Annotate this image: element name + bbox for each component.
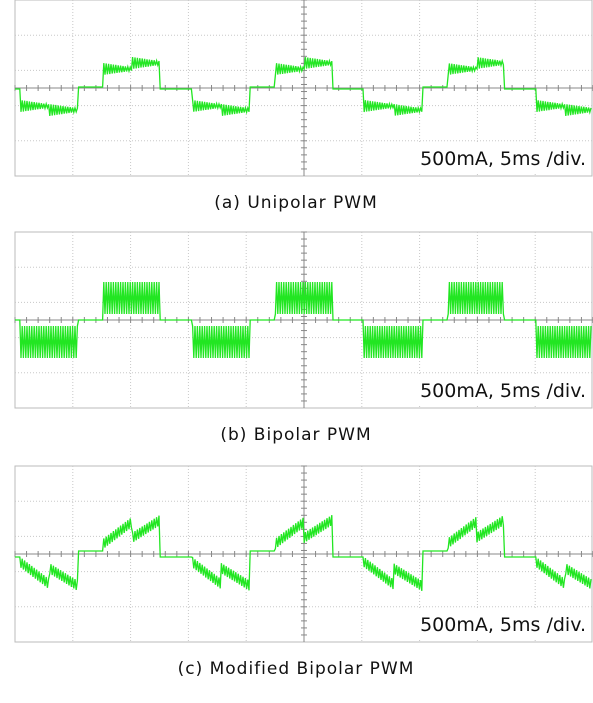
panel-caption: (c) Modified Bipolar PWM (178, 659, 415, 679)
scale-annotation: 500mA, 5ms /div. (420, 148, 586, 170)
panel-caption: (a) Unipolar PWM (214, 193, 377, 213)
scope-panel: 500mA, 5ms /div. (c) Modified Bipolar PWM (15, 466, 593, 679)
scope-panel: 500mA, 5ms /div. (b) Bipolar PWM (15, 232, 593, 445)
scope-panel: 500mA, 5ms /div. (a) Unipolar PWM (15, 0, 593, 213)
scale-annotation: 500mA, 5ms /div. (420, 614, 586, 636)
scale-annotation: 500mA, 5ms /div. (420, 380, 586, 402)
figure: 500mA, 5ms /div.(a) Unipolar PWM500mA, 5… (0, 0, 593, 703)
panel-caption: (b) Bipolar PWM (220, 425, 371, 445)
